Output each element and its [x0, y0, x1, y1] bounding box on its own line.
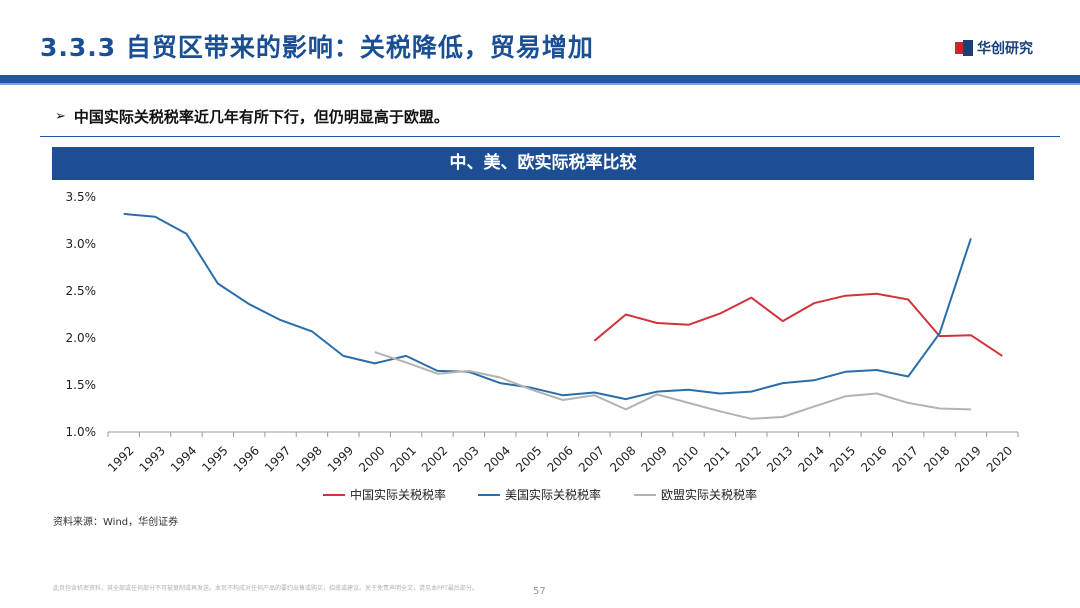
x-tick-label: 1996	[231, 443, 262, 474]
x-tick-label: 2016	[858, 443, 889, 474]
disclaimer-footer: 此页包含机密资料，其全部或任何部分不可被复制或再发送。本页不构成对任何产品的要约…	[53, 585, 478, 592]
page-number: 57	[533, 586, 546, 597]
x-tick-label: 2020	[984, 443, 1015, 474]
series-line-2	[123, 212, 972, 401]
x-tick-label: 2013	[764, 443, 795, 474]
series-line-3	[374, 351, 971, 420]
x-tick-label: 2017	[890, 443, 921, 474]
header-bar	[0, 75, 1080, 83]
x-tick-label: 2011	[701, 443, 732, 474]
series-line-1	[593, 292, 1003, 357]
x-tick-label: 2000	[356, 443, 387, 474]
x-tick-label: 1992	[105, 443, 136, 474]
x-tick-label: 2008	[607, 443, 638, 474]
x-tick-label: 2015	[827, 443, 858, 474]
y-tick-label: 1.0%	[66, 425, 97, 439]
x-tick-label: 1993	[136, 443, 167, 474]
x-tick-label: 1995	[199, 443, 230, 474]
x-tick-label: 2012	[733, 443, 764, 474]
x-tick-label: 2001	[388, 443, 419, 474]
header-bar-accent	[0, 83, 1080, 85]
tariff-line-chart: 1.0% 1.5% 2.0% 2.5% 3.0% 3.5% 1992 1993 1994 1995…	[66, 190, 1019, 502]
y-tick-label: 2.5%	[66, 284, 97, 298]
x-tick-label: 2018	[921, 443, 952, 474]
chart-title-banner: 中、美、欧实际税率比较	[52, 147, 1034, 180]
bullet-text: 中国实际关税税率近几年有所下行，但仍明显高于欧盟。	[73, 108, 449, 126]
x-tick-label: 2007	[576, 443, 607, 474]
y-tick-label: 3.0%	[66, 237, 97, 251]
y-tick-label: 3.5%	[66, 190, 97, 204]
x-tick-label: 1999	[325, 443, 356, 474]
x-tick-label: 2019	[952, 443, 983, 474]
x-tick-label: 2006	[544, 443, 575, 474]
legend-label-3: 欧盟实际关税税率	[661, 487, 757, 502]
x-tick-label: 1997	[262, 443, 293, 474]
logo-mark-icon	[955, 40, 973, 56]
brand-logo: 华创研究	[955, 38, 1033, 58]
legend-label-1: 中国实际关税税率	[350, 487, 446, 502]
bullet-point: ➢ 中国实际关税税率近几年有所下行，但仍明显高于欧盟。	[55, 106, 449, 127]
x-tick-label: 1994	[168, 443, 199, 474]
legend-label-2: 美国实际关税税率	[505, 487, 601, 502]
x-tick-label: 2002	[419, 443, 450, 474]
x-tick-label: 2004	[482, 443, 513, 474]
y-tick-label: 1.5%	[66, 378, 97, 392]
source-note: 资料来源：Wind，华创证券	[53, 517, 179, 528]
x-tick-label: 2003	[450, 443, 481, 474]
bullet-arrow-icon: ➢	[55, 109, 66, 124]
x-tick-label: 2005	[513, 443, 544, 474]
x-tick-label: 2014	[795, 443, 826, 474]
x-tick-label: 1998	[293, 443, 324, 474]
page-title: 3.3.3 自贸区带来的影响：关税降低，贸易增加	[40, 33, 594, 62]
y-tick-label: 2.0%	[66, 331, 97, 345]
logo-text: 华创研究	[977, 41, 1033, 57]
x-tick-label: 2010	[670, 443, 701, 474]
x-tick-label: 2009	[639, 443, 670, 474]
divider	[40, 136, 1060, 137]
